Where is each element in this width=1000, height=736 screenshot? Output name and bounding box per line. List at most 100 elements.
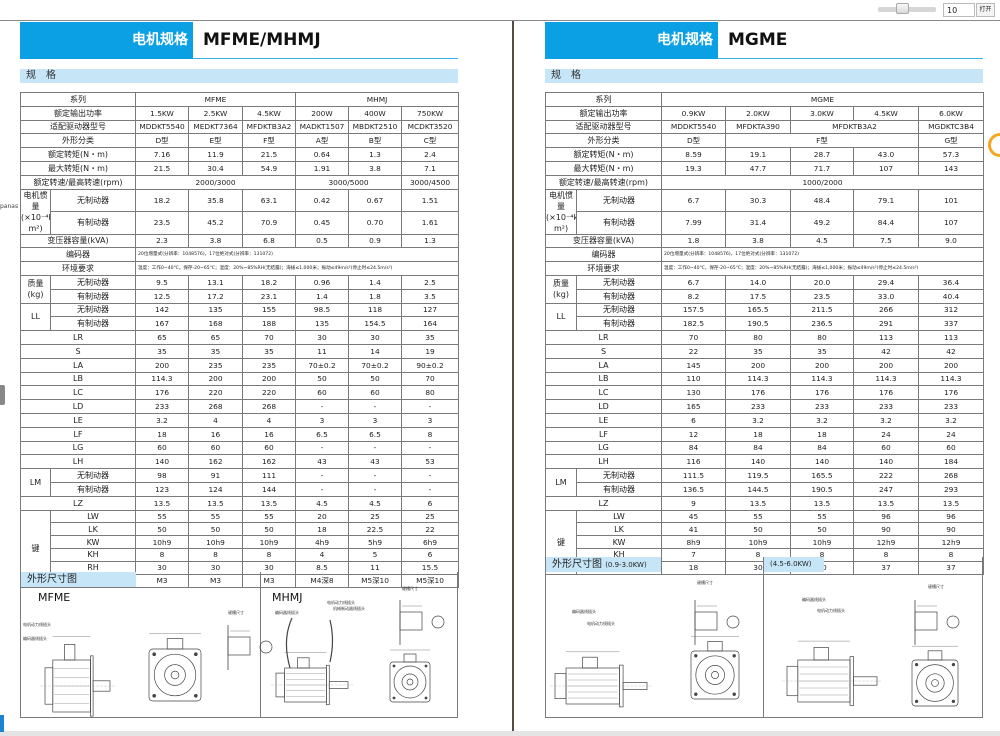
row-sub-label: KW (50, 535, 136, 550)
table-cell: 50 (725, 522, 791, 537)
row-label: LA (20, 357, 136, 373)
table-cell: 220 (242, 385, 296, 401)
table-cell: 30.3 (725, 188, 791, 213)
table-row: 变压器容量(kVA) 1.8 3.8 4.5 7.5 9.0 (545, 233, 985, 249)
table-row: LB 114.3 200 200 50 50 70 (20, 371, 460, 387)
table-cell: 293 (917, 481, 985, 497)
table-cell: 35 (790, 343, 854, 359)
table-cell: 114.3 (725, 371, 791, 387)
table-row: 额定转速/最高转速(rpm) 1000/2000 (545, 174, 985, 190)
table-cell: 42 (917, 343, 985, 359)
table-cell: 80 (400, 385, 460, 401)
table-cell: 42 (853, 343, 919, 359)
table-cell: 200 (725, 357, 791, 373)
table-cell: - (348, 481, 402, 497)
table-cell: - (295, 481, 349, 497)
table-cell: 43 (348, 454, 402, 470)
table-cell: 63.1 (242, 188, 296, 213)
table-cell: 3000/5000 (295, 174, 402, 190)
table-cell: 11.9 (188, 147, 243, 162)
table-row: 最大转矩(N・m) 19.3 47.7 71.7 107 143 (545, 160, 985, 176)
table-row: LK 41 50 50 90 90 (546, 522, 985, 537)
table-cell: 3.2 (853, 412, 919, 428)
table-row: 电机惯量 (×10⁻⁴kg・m²)无制动器18.235.863.10.420.6… (20, 188, 460, 235)
table-cell: 6 (400, 495, 460, 511)
table-cell: 176 (853, 385, 919, 401)
table-row: KW 10h9 10h9 10h9 4h9 5h9 6h9 (21, 535, 460, 550)
table-cell: 17.2 (188, 288, 243, 304)
row-label: LA (545, 357, 662, 373)
table-row: LM 无制动器 111.5 119.5 165.5 222 268 (545, 468, 985, 497)
table-cell: 18 (135, 426, 189, 442)
table-cell: 200W (295, 105, 349, 121)
table-cell: 7.1 (400, 160, 460, 176)
table-row: 有制动器 182.5 190.5 236.5 291 337 (546, 316, 985, 332)
table-cell: 16 (242, 426, 296, 442)
table-row: 环境要求 温度：工作0~40℃，保存-20~65℃；湿度：20%~85%RH(无结… (20, 261, 460, 276)
table-cell: 0.9KW (661, 105, 726, 121)
callout-encoder-plug-r1: 编码器线插头 (572, 609, 596, 614)
right-drawing-heading: 外形尺寸图 (552, 559, 602, 570)
row-label: 系列 (20, 92, 136, 107)
table-cell: 70 (242, 330, 296, 345)
table-row: 变压器容量(kVA) 2.3 3.8 6.8 0.5 0.9 1.3 (20, 233, 460, 249)
row-sub-label: 有制动器 (50, 316, 136, 332)
table-cell: MBDKT2510 (348, 119, 402, 135)
row-note: 20位增量式(分辨率：1048576)，17位绝对式(分辨率：131072) (660, 247, 985, 263)
table-cell: 1.4 (348, 274, 402, 290)
table-cell: 233 (725, 399, 791, 414)
table-cell: 55 (242, 509, 296, 524)
table-row: 系列 MGME (545, 92, 985, 107)
table-cell: 43 (295, 454, 349, 470)
side-scroll-tab[interactable] (0, 385, 5, 405)
table-row: LH 140 162 162 43 43 53 (20, 454, 460, 470)
table-cell: 101 (917, 188, 985, 213)
table-cell: 65 (188, 330, 243, 345)
table-row: LA 145 200 200 200 200 (545, 357, 985, 373)
row-group-label: LL (545, 302, 577, 332)
table-cell: 157.5 (661, 302, 726, 318)
table-cell: - (348, 468, 402, 483)
table-cell: 18.2 (242, 274, 296, 290)
table-cell: 268 (188, 399, 243, 414)
table-row: LB 110 114.3 114.3 114.3 114.3 (545, 371, 985, 387)
table-cell: 13.5 (790, 495, 854, 511)
table-cell: 8.59 (661, 147, 726, 162)
table-cell: 1.91 (295, 160, 349, 176)
zoom-slider-handle[interactable] (896, 3, 909, 14)
table-cell: 176 (725, 385, 791, 401)
table-cell: 10h9 (188, 535, 243, 550)
page-edge-marker (0, 715, 4, 732)
row-label: LC (20, 385, 136, 401)
table-cell: 13.5 (853, 495, 919, 511)
table-row: LD 165 233 233 233 233 (545, 399, 985, 414)
row-sub-label: 有制动器 (576, 211, 662, 235)
table-cell: M5深10 (400, 573, 460, 588)
table-cell: 143 (917, 160, 985, 176)
table-cell: 21.5 (135, 160, 189, 176)
table-cell: 24 (853, 426, 919, 442)
table-cell: 30.4 (188, 160, 243, 176)
row-label: LE (20, 412, 136, 428)
table-cell: 20.0 (790, 274, 854, 290)
table-cell: 200 (188, 371, 243, 387)
table-row: LD 233 268 268- - - (20, 399, 460, 414)
open-button[interactable]: 打开 (976, 3, 995, 17)
table-cell: A型 (295, 133, 349, 149)
table-cell: 162 (188, 454, 243, 470)
table-cell: 96 (917, 509, 985, 524)
table-row: 有制动器 123 124 144- - - (21, 481, 460, 497)
table-cell: 113 (917, 330, 985, 345)
table-cell: 35 (135, 343, 189, 359)
page-number-input[interactable]: 10 (943, 3, 975, 17)
floating-action-button[interactable] (988, 133, 1000, 157)
table-row: 编码器 20位增量式(分辨率：1048576)，17位绝对式(分辨率：131072… (545, 247, 985, 263)
table-cell: 7.16 (135, 147, 189, 162)
row-label: 额定转速/最高转速(rpm) (20, 174, 136, 190)
table-cell: 33.0 (853, 288, 919, 304)
table-cell: 3 (400, 412, 460, 428)
row-label: 额定输出功率 (545, 105, 662, 121)
table-cell: 84 (725, 440, 791, 456)
table-cell: MADKT1507 (295, 119, 349, 135)
table-cell: 6.5 (295, 426, 349, 442)
